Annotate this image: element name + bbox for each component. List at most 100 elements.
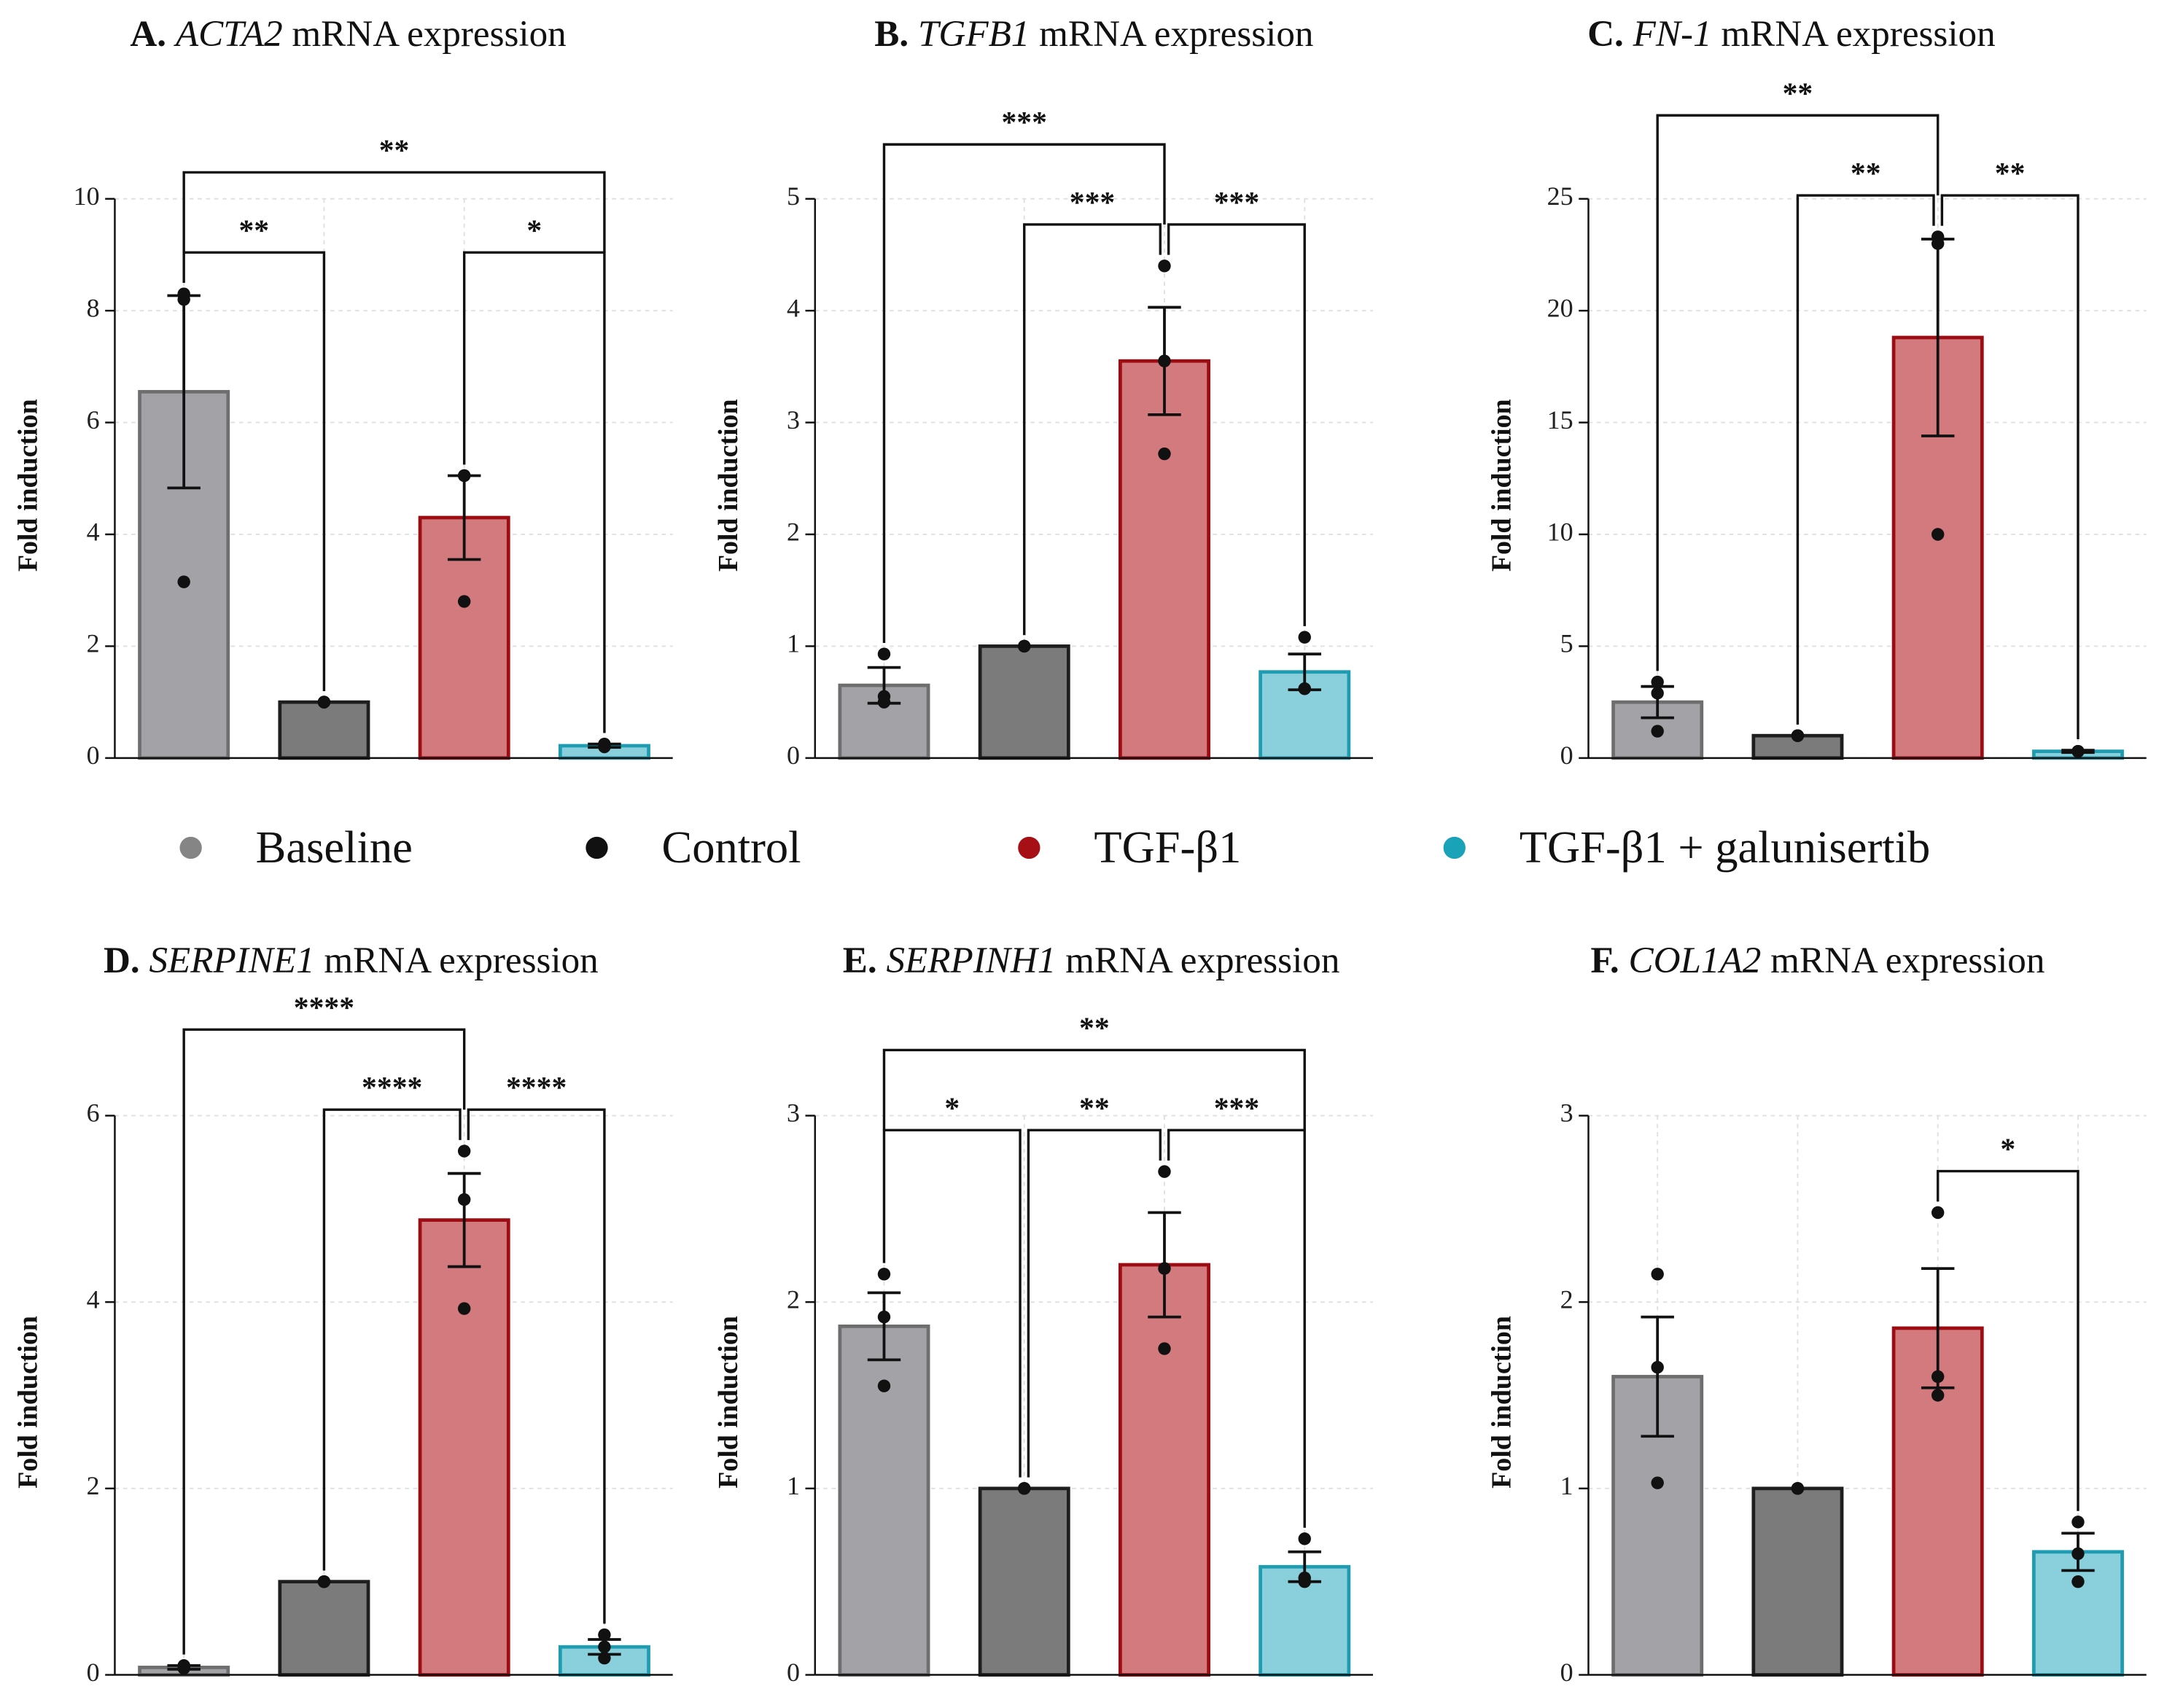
significance-bracket [1023, 223, 1162, 636]
significance-bracket [1167, 1128, 1306, 1528]
significance-label: * [526, 214, 542, 247]
y-tick-label: 6 [87, 1099, 100, 1128]
y-tick-label: 0 [787, 741, 800, 770]
significance-label: * [2000, 1133, 2015, 1166]
bar [2031, 1550, 2124, 1677]
chart-title: F. COL1A2 mRNA expression [1590, 940, 2045, 981]
y-tick-label: 2 [787, 1284, 800, 1314]
data-point [1931, 1206, 1945, 1220]
y-tick-label: 0 [1560, 1658, 1573, 1687]
data-point [877, 1268, 891, 1281]
title-prefix: C. [1587, 13, 1624, 55]
data-point [1651, 1476, 1664, 1489]
data-point [598, 1628, 611, 1642]
legend-label: Control [662, 822, 801, 873]
y-tick-label: 15 [1547, 405, 1573, 434]
chart-title: C. FN-1 mRNA expression [1587, 13, 1996, 55]
title-suffix: mRNA expression [1039, 13, 1313, 55]
significance-label: ** [1995, 157, 2026, 190]
y-tick-label: 2 [1560, 1284, 1573, 1314]
bar [1751, 1486, 1844, 1677]
data-point [1018, 639, 1031, 653]
y-tick-label: 3 [787, 405, 800, 434]
y-tick-label: 25 [1547, 182, 1573, 211]
y-tick-label: 3 [1560, 1099, 1573, 1128]
title-suffix: mRNA expression [1721, 13, 1995, 55]
y-tick-label: 6 [87, 405, 100, 434]
significance-bracket [882, 1048, 1306, 1131]
title-gene: SERPINE1 [149, 940, 314, 981]
data-point [1931, 1389, 1945, 1402]
data-point [1791, 729, 1805, 742]
significance-label: **** [362, 1071, 422, 1104]
significance-label: * [944, 1091, 960, 1125]
bar [1119, 359, 1210, 760]
bar [978, 1486, 1070, 1677]
data-point [1298, 1532, 1311, 1545]
significance-label: ** [379, 134, 410, 168]
y-axis-label: Fold induction [1487, 399, 1517, 572]
legend-marker [179, 836, 202, 859]
y-tick-label: 20 [1547, 293, 1573, 322]
bar [838, 1325, 930, 1677]
significance-bracket [1656, 114, 1940, 671]
data-point [2072, 1575, 2085, 1588]
chart-title: A. ACTA2 mRNA expression [130, 13, 566, 55]
data-point [877, 1310, 891, 1324]
title-gene: ACTA2 [174, 13, 283, 55]
data-point [457, 595, 471, 608]
y-axis-label: Fold induction [1487, 1316, 1517, 1489]
data-point [1158, 1262, 1171, 1275]
bar [278, 1580, 370, 1677]
significance-bracket [1796, 194, 1935, 725]
significance-bracket [1940, 194, 2080, 739]
data-point [1651, 1360, 1664, 1374]
data-point [1651, 1268, 1664, 1281]
y-tick-label: 0 [787, 1658, 800, 1687]
data-point [598, 740, 611, 754]
data-point [1158, 260, 1171, 273]
data-point [877, 690, 891, 703]
legend-marker [586, 836, 608, 859]
data-point [457, 1193, 471, 1206]
data-point [1158, 1342, 1171, 1355]
title-gene: COL1A2 [1628, 940, 1761, 981]
significance-bracket [182, 171, 606, 253]
data-point [317, 1575, 331, 1588]
data-point [177, 1661, 190, 1675]
data-point [1158, 1165, 1171, 1178]
title-suffix: mRNA expression [324, 940, 598, 981]
y-tick-label: 5 [1560, 629, 1573, 658]
significance-label: **** [506, 1071, 567, 1104]
significance-label: ** [238, 214, 269, 247]
title-prefix: B. [874, 13, 909, 55]
y-tick-label: 5 [787, 182, 800, 211]
y-tick-label: 3 [787, 1099, 800, 1128]
data-point [598, 1640, 611, 1653]
data-point [1651, 675, 1664, 689]
data-point [2072, 1516, 2085, 1529]
legend-label: TGF-β1 [1094, 822, 1241, 873]
data-point [1931, 1370, 1945, 1384]
data-point [1298, 631, 1311, 644]
chart-title: D. SERPINE1 mRNA expression [104, 940, 599, 981]
data-point [1791, 1482, 1805, 1495]
y-axis-label: Fold induction [713, 1316, 744, 1489]
bar [418, 1218, 510, 1677]
y-axis-label: Fold induction [13, 1316, 44, 1489]
data-point [317, 695, 331, 709]
data-point [457, 469, 471, 483]
significance-bracket [882, 143, 1166, 644]
data-point [457, 1302, 471, 1315]
data-point [877, 1379, 891, 1392]
significance-label: ** [1783, 77, 1813, 110]
title-gene: SERPINH1 [886, 940, 1056, 981]
y-tick-label: 4 [87, 517, 100, 546]
data-point [598, 1651, 611, 1665]
bar [278, 700, 370, 760]
y-tick-label: 0 [87, 1658, 100, 1687]
y-tick-label: 1 [787, 1471, 800, 1500]
data-point [877, 647, 891, 660]
significance-bracket [467, 1108, 606, 1624]
significance-label: ** [1079, 1012, 1110, 1045]
